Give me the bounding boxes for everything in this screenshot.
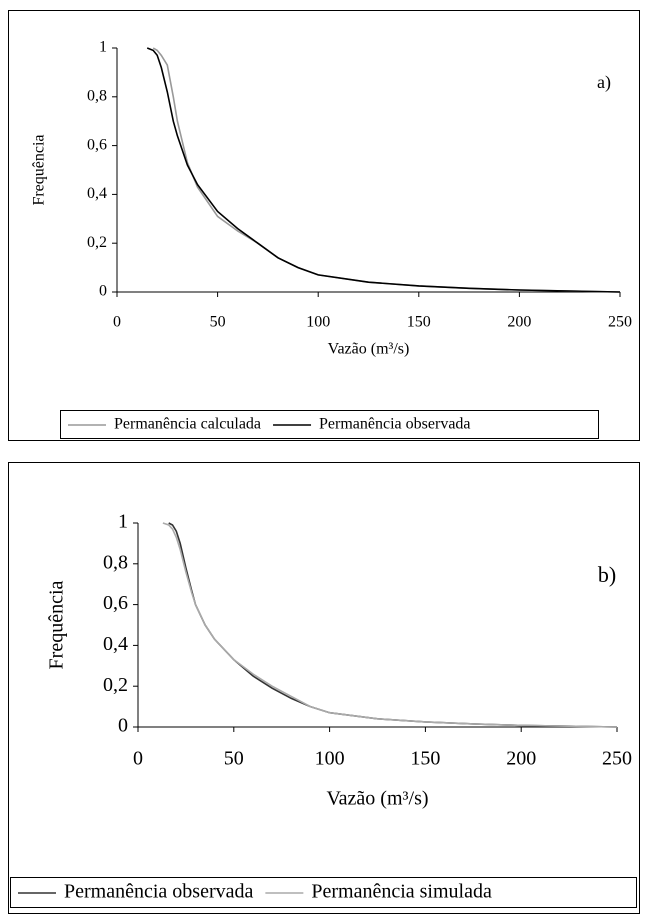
legend (10, 877, 637, 908)
y-tick-label: 0,6 (87, 136, 107, 153)
legend-label: Permanência calculada (114, 416, 261, 433)
x-tick-label: 150 (407, 314, 431, 331)
x-tick-label: 100 (315, 748, 345, 770)
x-tick-label: 150 (410, 748, 440, 770)
y-tick-label: 0 (118, 715, 128, 737)
x-tick-label: 250 (608, 314, 632, 331)
panel-frame (8, 10, 640, 441)
y-tick-label: 0,4 (103, 633, 128, 655)
x-tick-label: 50 (224, 748, 244, 770)
x-axis-label: Vazão (m³/s) (326, 788, 428, 810)
x-tick-label: 250 (602, 748, 632, 770)
series-line (168, 522, 618, 728)
y-tick-label: 0,8 (103, 551, 128, 573)
series-line (162, 522, 618, 728)
annotation: b) (598, 562, 616, 587)
x-tick-label: 100 (306, 314, 330, 331)
y-tick-label: 0,4 (87, 185, 107, 202)
legend-label: Permanência observada (319, 416, 470, 433)
legend (60, 410, 599, 439)
y-tick-label: 0 (99, 283, 107, 300)
y-tick-label: 0,2 (87, 234, 107, 251)
x-axis-label: Vazão (m³/s) (328, 341, 410, 358)
y-tick-label: 0,2 (103, 674, 128, 696)
series-line (146, 47, 621, 293)
legend-label: Permanência simulada (311, 881, 492, 903)
y-tick-label: 1 (118, 511, 128, 533)
x-tick-label: 0 (133, 748, 143, 770)
annotation: a) (597, 72, 611, 93)
panel-frame (8, 462, 640, 914)
y-axis-label: Frequência (46, 580, 68, 669)
legend-label: Permanência observada (64, 881, 253, 903)
y-tick-label: 1 (99, 39, 107, 56)
series-line (152, 47, 621, 293)
x-tick-label: 50 (210, 314, 226, 331)
y-tick-label: 0,6 (103, 592, 128, 614)
y-tick-label: 0,8 (87, 87, 107, 104)
x-tick-label: 0 (113, 314, 121, 331)
x-tick-label: 200 (507, 314, 531, 331)
y-axis-label: Frequência (31, 134, 48, 205)
x-tick-label: 200 (506, 748, 536, 770)
